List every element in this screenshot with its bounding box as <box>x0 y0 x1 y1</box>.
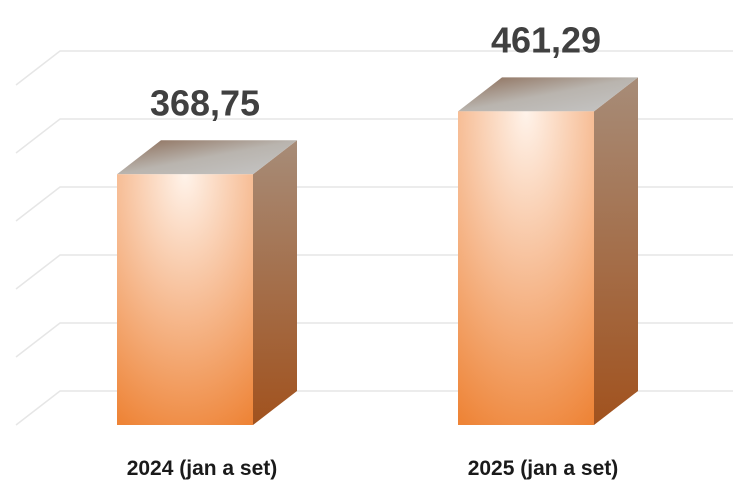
category-labels: 2024 (jan a set) 2025 (jan a set) <box>127 457 619 480</box>
bar-side <box>594 77 638 425</box>
data-labels: 368,75 461,29 <box>150 19 601 123</box>
bar-front <box>117 174 253 425</box>
data-label: 461,29 <box>491 19 601 60</box>
category-label: 2024 (jan a set) <box>127 457 278 480</box>
bar-top <box>117 140 297 175</box>
bars <box>117 77 638 425</box>
category-label: 2025 (jan a set) <box>468 457 619 480</box>
bar <box>117 140 297 425</box>
gridline <box>15 50 733 86</box>
bar-front <box>458 111 594 425</box>
data-label: 368,75 <box>150 82 260 123</box>
bar-side <box>253 140 297 425</box>
bar <box>458 77 638 425</box>
bar-top <box>458 77 638 112</box>
